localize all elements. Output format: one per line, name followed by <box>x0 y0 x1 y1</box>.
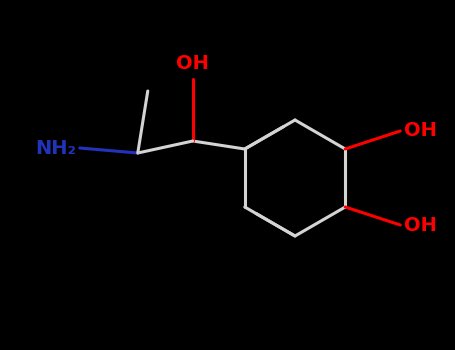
Text: NH₂: NH₂ <box>35 139 76 158</box>
Text: OH: OH <box>177 54 209 73</box>
Text: OH: OH <box>404 121 437 140</box>
Text: OH: OH <box>404 216 437 234</box>
